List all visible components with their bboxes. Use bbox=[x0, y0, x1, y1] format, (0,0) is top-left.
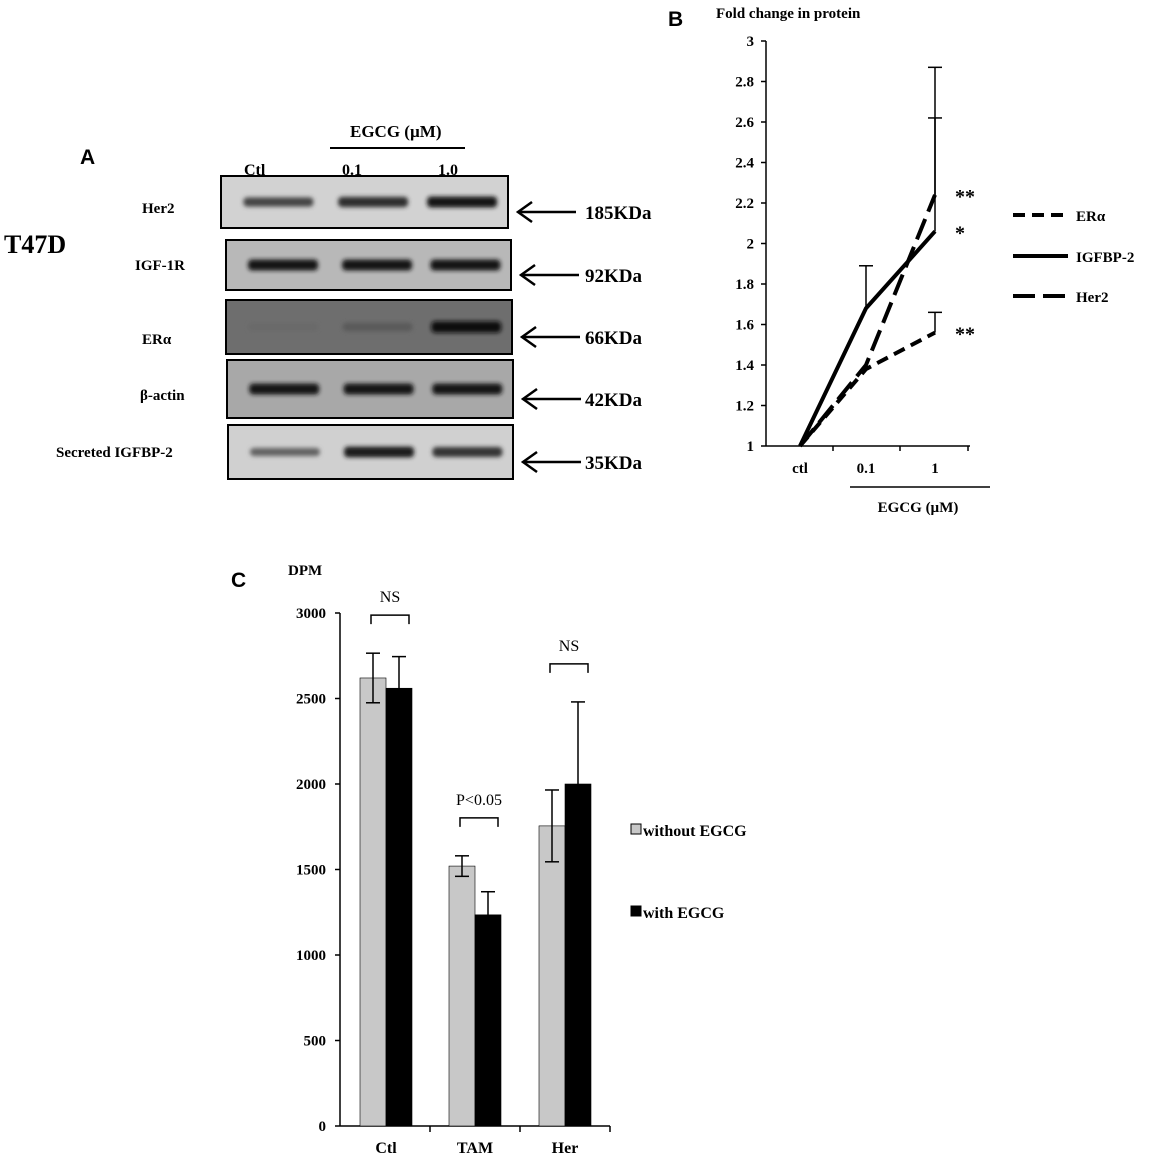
blot-band bbox=[249, 383, 320, 395]
arrow-head bbox=[519, 325, 537, 349]
legend-swatch bbox=[630, 905, 642, 917]
molecular-weight-label: 42KDa bbox=[585, 390, 643, 411]
x-tick-label: 0.1 bbox=[857, 461, 876, 477]
blot-protein-label: ERα bbox=[142, 332, 172, 348]
y-tick-label: 2500 bbox=[296, 692, 326, 708]
y-tick-label: 1500 bbox=[296, 863, 326, 879]
blot-protein-label: IGF-1R bbox=[135, 258, 185, 274]
arrow-head bbox=[515, 200, 533, 224]
legend-swatch bbox=[630, 823, 642, 835]
panel-label-c: C bbox=[231, 569, 247, 592]
blot-protein-label: β-actin bbox=[140, 388, 185, 404]
significance-marker: ** bbox=[955, 186, 975, 208]
lane-label-0-1: 0.1 bbox=[342, 162, 362, 179]
bar bbox=[448, 865, 476, 1127]
series-line bbox=[798, 330, 936, 448]
y-tick-label: 2.6 bbox=[735, 115, 754, 131]
comparison-label: P<0.05 bbox=[456, 792, 502, 809]
comparison-label: NS bbox=[559, 638, 579, 655]
chart-b-title: Fold change in protein bbox=[716, 6, 861, 22]
series-line bbox=[798, 194, 937, 448]
x-tick-label: Her bbox=[552, 1140, 579, 1157]
y-tick-label: 1.8 bbox=[735, 277, 754, 293]
y-tick-label: 0 bbox=[319, 1119, 327, 1135]
panel-label-b: B bbox=[668, 8, 684, 31]
blot-protein-label: Secreted IGFBP-2 bbox=[56, 445, 173, 461]
blot-band bbox=[342, 322, 413, 332]
lane-label-ctl: Ctl bbox=[244, 162, 266, 179]
comparison-bracket bbox=[459, 817, 499, 827]
x-tick-label: TAM bbox=[457, 1140, 493, 1157]
arrow-head bbox=[518, 263, 536, 287]
comparison-bracket bbox=[370, 614, 410, 625]
bar bbox=[474, 914, 502, 1127]
lane-label-1-0: 1.0 bbox=[438, 162, 458, 179]
blot-band bbox=[243, 197, 314, 207]
x-tick-label: ctl bbox=[792, 461, 808, 477]
legend-label: with EGCG bbox=[643, 905, 725, 922]
significance-marker: ** bbox=[955, 324, 975, 346]
blot-band bbox=[248, 323, 319, 331]
blot-band bbox=[431, 321, 502, 333]
arrow-head bbox=[520, 450, 538, 474]
comparison-bracket bbox=[549, 663, 589, 673]
y-tick-label: 2.4 bbox=[735, 156, 754, 172]
y-tick-label: 2.2 bbox=[735, 196, 754, 212]
y-tick-label: 1.6 bbox=[735, 318, 754, 334]
panel-label-a: A bbox=[80, 146, 96, 169]
molecular-weight-label: 185KDa bbox=[585, 203, 652, 224]
arrow-head bbox=[520, 387, 538, 411]
blot-band bbox=[432, 383, 503, 395]
molecular-weight-label: 35KDa bbox=[585, 453, 643, 474]
treatment-label: EGCG (µM) bbox=[350, 122, 442, 141]
y-tick-label: 3 bbox=[747, 34, 755, 50]
blot-band bbox=[250, 447, 320, 457]
blot-band bbox=[342, 259, 413, 271]
bar bbox=[538, 825, 566, 1127]
y-tick-label: 2.8 bbox=[735, 75, 754, 91]
blot-band bbox=[432, 447, 503, 457]
blot-band bbox=[430, 259, 501, 271]
blot-band bbox=[344, 446, 415, 458]
legend-label: ERα bbox=[1076, 209, 1106, 225]
y-tick-label: 1.4 bbox=[735, 358, 754, 374]
y-tick-label: 1 bbox=[747, 439, 755, 455]
legend-label: IGFBP-2 bbox=[1076, 250, 1134, 266]
y-tick-label: 1000 bbox=[296, 948, 326, 964]
legend-label: without EGCG bbox=[643, 823, 747, 840]
bar bbox=[359, 677, 387, 1127]
legend-label: Her2 bbox=[1076, 290, 1108, 306]
significance-marker: * bbox=[955, 222, 965, 244]
blot-protein-label: Her2 bbox=[142, 201, 174, 217]
bar bbox=[385, 687, 413, 1127]
molecular-weight-label: 66KDa bbox=[585, 328, 643, 349]
y-axis-label: DPM bbox=[288, 563, 322, 579]
cell-line-label: T47D bbox=[4, 230, 67, 259]
blot-band bbox=[343, 383, 414, 395]
y-tick-label: 500 bbox=[304, 1034, 327, 1050]
blot-band bbox=[338, 196, 409, 208]
x-tick-label: 1 bbox=[931, 461, 939, 477]
y-tick-label: 3000 bbox=[296, 606, 326, 622]
x-tick-label: Ctl bbox=[375, 1140, 397, 1157]
comparison-label: NS bbox=[380, 589, 400, 606]
y-tick-label: 1.2 bbox=[735, 399, 754, 415]
molecular-weight-label: 92KDa bbox=[585, 266, 643, 287]
blot-band bbox=[427, 196, 498, 208]
blot-band bbox=[248, 259, 318, 271]
treatment-bracket bbox=[330, 147, 465, 149]
y-tick-label: 2000 bbox=[296, 777, 326, 793]
y-tick-label: 2 bbox=[747, 237, 755, 253]
x-axis-label: EGCG (µM) bbox=[878, 500, 959, 516]
